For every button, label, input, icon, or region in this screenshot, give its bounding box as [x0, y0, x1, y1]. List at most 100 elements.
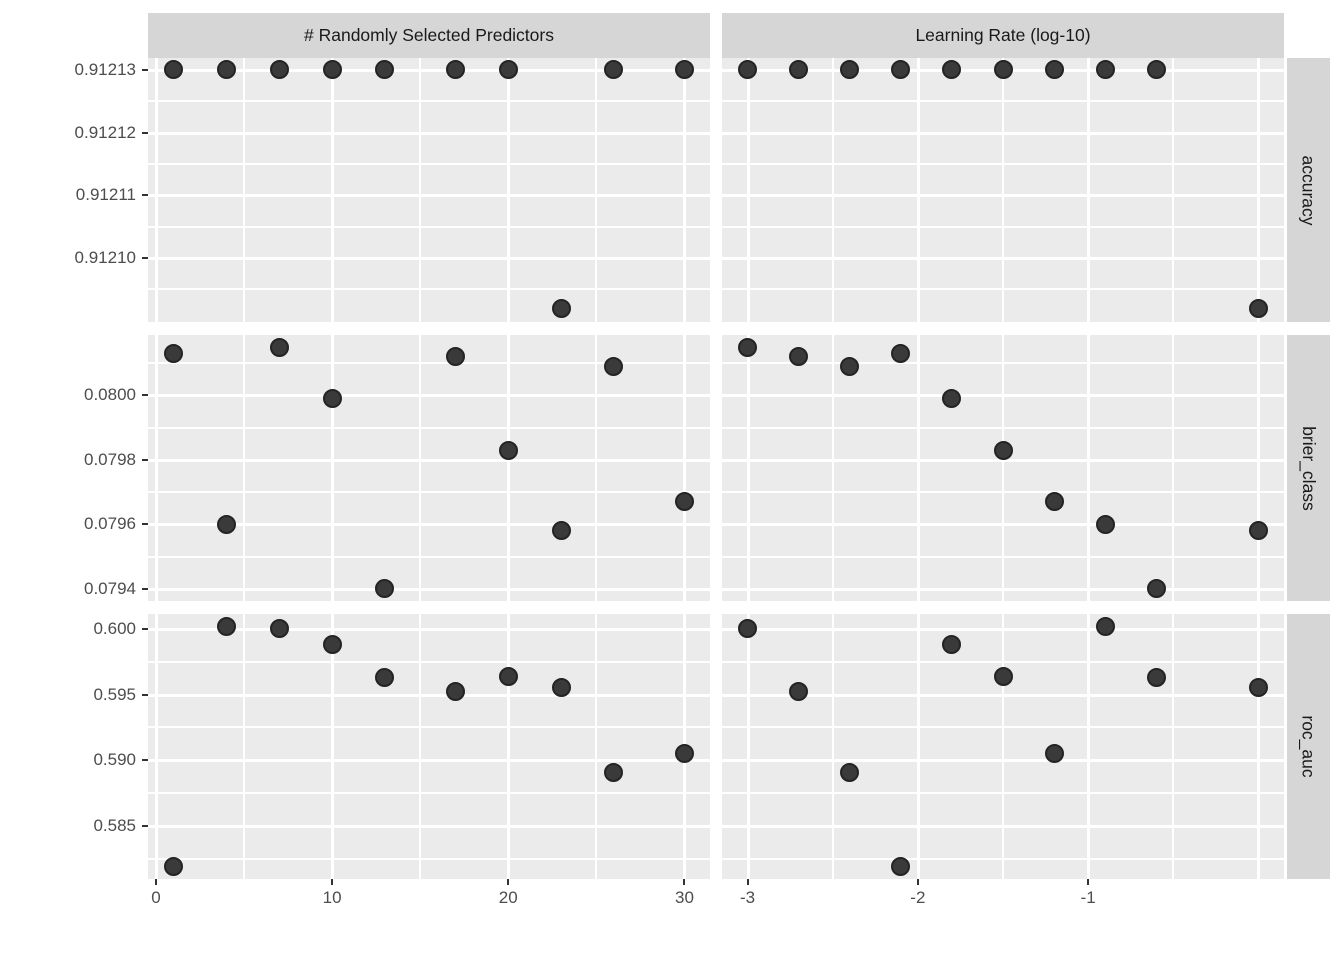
- gridline: [831, 58, 834, 322]
- data-point: [738, 619, 758, 639]
- gridline: [722, 194, 1284, 198]
- gridline: [331, 58, 335, 322]
- data-point: [738, 337, 758, 357]
- x-axis-tick-label: 20: [498, 888, 518, 907]
- gridline: [1002, 335, 1004, 601]
- y-axis-tick: [142, 627, 148, 630]
- data-point: [164, 857, 184, 877]
- y-axis-tick: [142, 587, 148, 590]
- x-axis-tick: [916, 879, 919, 885]
- data-point: [1248, 521, 1268, 541]
- facet-row-label-brier-class: brier_class: [1299, 425, 1319, 511]
- data-point: [164, 60, 184, 80]
- data-point: [375, 667, 395, 687]
- y-axis-tick: [142, 131, 148, 134]
- data-point: [738, 60, 758, 80]
- data-point: [498, 440, 518, 460]
- gridline: [148, 458, 710, 462]
- y-axis-tick: [142, 693, 148, 696]
- y-axis-tick: [142, 458, 148, 461]
- gridline: [746, 614, 750, 879]
- data-point: [269, 619, 289, 639]
- data-point: [1095, 60, 1115, 80]
- gridline: [154, 58, 158, 322]
- data-point: [164, 344, 184, 364]
- gridline: [148, 792, 710, 795]
- y-axis-tick-label: 0.0798: [84, 449, 136, 469]
- data-point: [269, 60, 289, 80]
- x-axis-tick-label: -2: [910, 888, 926, 907]
- panel-accuracy-mtry: [148, 58, 710, 322]
- gridline: [1002, 614, 1004, 879]
- gridline: [507, 614, 511, 879]
- facet-col-label-predictors: # Randomly Selected Predictors: [304, 25, 554, 45]
- data-point: [993, 60, 1013, 80]
- gridline: [1087, 335, 1091, 601]
- gridline: [243, 335, 246, 601]
- gridline: [595, 335, 598, 601]
- data-point: [993, 666, 1013, 686]
- gridline: [419, 58, 422, 322]
- gridline: [148, 587, 710, 591]
- data-point: [445, 347, 465, 367]
- y-axis-tick-label: 0.0800: [84, 385, 136, 405]
- data-point: [1248, 298, 1268, 318]
- gridline: [148, 131, 710, 135]
- x-axis-tick: [1087, 879, 1090, 885]
- gridline: [916, 335, 920, 601]
- panel-brier_class-mtry: [148, 335, 710, 601]
- gridline: [722, 257, 1284, 261]
- gridline: [507, 58, 511, 322]
- y-axis-tick: [142, 394, 148, 397]
- gridline: [148, 858, 710, 861]
- gridline: [1087, 58, 1091, 322]
- gridline: [148, 68, 710, 72]
- gridline: [722, 726, 1284, 729]
- gridline: [148, 394, 710, 398]
- gridline: [722, 394, 1284, 398]
- gridline: [419, 614, 422, 879]
- y-axis-tick-label: 0.91210: [74, 248, 136, 268]
- panel-roc_auc-mtry: [148, 614, 710, 879]
- gridline: [722, 693, 1284, 697]
- gridline: [243, 58, 246, 322]
- gridline: [148, 555, 710, 558]
- data-point: [1146, 60, 1166, 80]
- gridline: [746, 335, 750, 601]
- y-axis-tick-label: 0.91212: [74, 122, 136, 142]
- panel-brier_class-log10_learn_rate: [722, 335, 1284, 601]
- gridline: [148, 627, 710, 631]
- gridline: [831, 335, 834, 601]
- x-axis-tick: [507, 879, 510, 885]
- gridline: [683, 58, 687, 322]
- data-point: [216, 514, 236, 534]
- gridline: [722, 627, 1284, 631]
- y-axis-tick-label: 0.0796: [84, 514, 136, 534]
- y-axis-tick-label: 0.595: [93, 684, 136, 704]
- data-point: [1095, 514, 1115, 534]
- gridline: [148, 257, 710, 261]
- gridline: [1172, 335, 1175, 601]
- data-point: [1095, 616, 1115, 636]
- y-axis-tick-label: 0.91211: [75, 185, 136, 205]
- gridline: [916, 58, 920, 322]
- data-point: [322, 634, 342, 654]
- data-point: [942, 634, 962, 654]
- gridline: [419, 335, 422, 601]
- gridline: [148, 100, 710, 103]
- x-axis-tick: [331, 879, 334, 885]
- data-point: [840, 356, 860, 376]
- data-point: [322, 389, 342, 409]
- facet-col-strip-predictors: # Randomly Selected Predictors: [148, 13, 710, 58]
- gridline: [243, 614, 246, 879]
- gridline: [331, 614, 335, 879]
- gridline: [148, 194, 710, 198]
- y-axis-tick-label: 0.590: [93, 750, 136, 770]
- gridline: [1172, 58, 1175, 322]
- gridline: [722, 660, 1284, 663]
- gridline: [1087, 614, 1091, 879]
- y-axis-tick-label: 0.600: [93, 618, 136, 638]
- gridline: [722, 491, 1284, 494]
- facet-row-strip-brier-class: brier_class: [1287, 335, 1330, 601]
